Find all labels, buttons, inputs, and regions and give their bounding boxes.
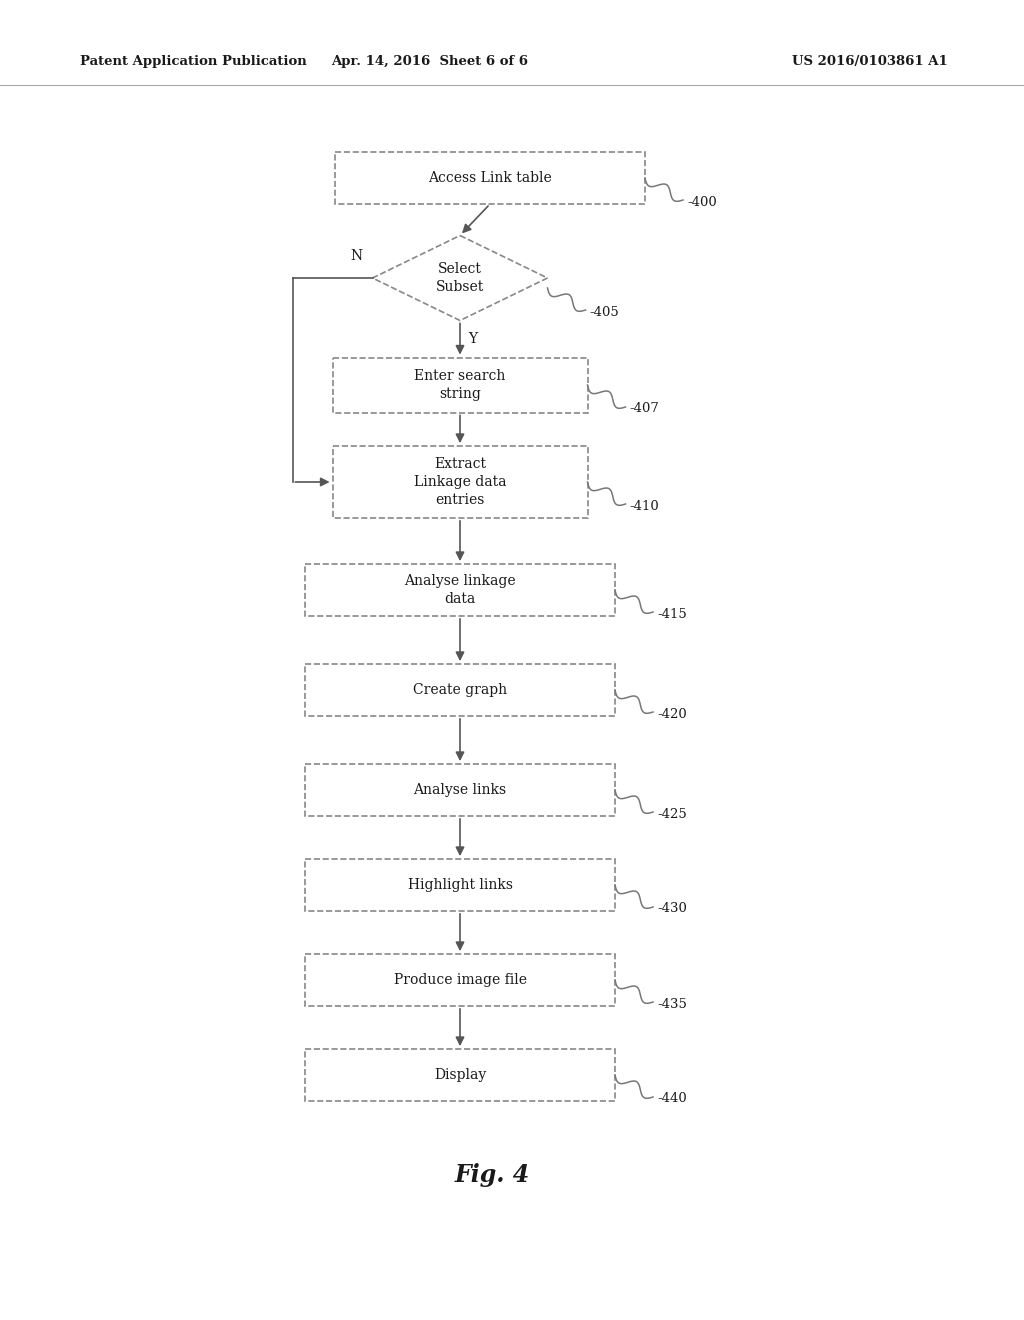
Text: -440: -440 (657, 1093, 687, 1106)
Polygon shape (373, 235, 548, 321)
Text: -420: -420 (657, 708, 687, 721)
Text: US 2016/0103861 A1: US 2016/0103861 A1 (793, 55, 948, 69)
Text: -410: -410 (630, 499, 659, 512)
Text: -400: -400 (687, 195, 717, 209)
Text: Apr. 14, 2016  Sheet 6 of 6: Apr. 14, 2016 Sheet 6 of 6 (332, 55, 528, 69)
FancyBboxPatch shape (305, 859, 615, 911)
Text: -415: -415 (657, 607, 687, 620)
Text: Y: Y (468, 333, 477, 346)
Text: Enter search
string: Enter search string (415, 368, 506, 401)
Text: -435: -435 (657, 998, 687, 1011)
Text: Fig. 4: Fig. 4 (455, 1163, 529, 1187)
Text: Analyse links: Analyse links (414, 783, 507, 797)
FancyBboxPatch shape (305, 1049, 615, 1101)
Text: Display: Display (434, 1068, 486, 1082)
Text: Patent Application Publication: Patent Application Publication (80, 55, 307, 69)
FancyBboxPatch shape (305, 764, 615, 816)
Text: -407: -407 (630, 403, 659, 416)
Text: -405: -405 (590, 305, 620, 318)
Text: -430: -430 (657, 903, 687, 916)
FancyBboxPatch shape (305, 954, 615, 1006)
Text: Extract
Linkage data
entries: Extract Linkage data entries (414, 457, 506, 507)
Text: -425: -425 (657, 808, 687, 821)
FancyBboxPatch shape (335, 152, 645, 205)
Text: Select
Subset: Select Subset (436, 261, 484, 294)
FancyBboxPatch shape (333, 358, 588, 412)
Text: Produce image file: Produce image file (393, 973, 526, 987)
FancyBboxPatch shape (305, 564, 615, 616)
Text: Create graph: Create graph (413, 682, 507, 697)
FancyBboxPatch shape (333, 446, 588, 517)
FancyBboxPatch shape (305, 664, 615, 715)
Text: Highlight links: Highlight links (408, 878, 512, 892)
Text: Access Link table: Access Link table (428, 172, 552, 185)
Text: Analyse linkage
data: Analyse linkage data (404, 574, 516, 606)
Text: N: N (350, 249, 362, 263)
